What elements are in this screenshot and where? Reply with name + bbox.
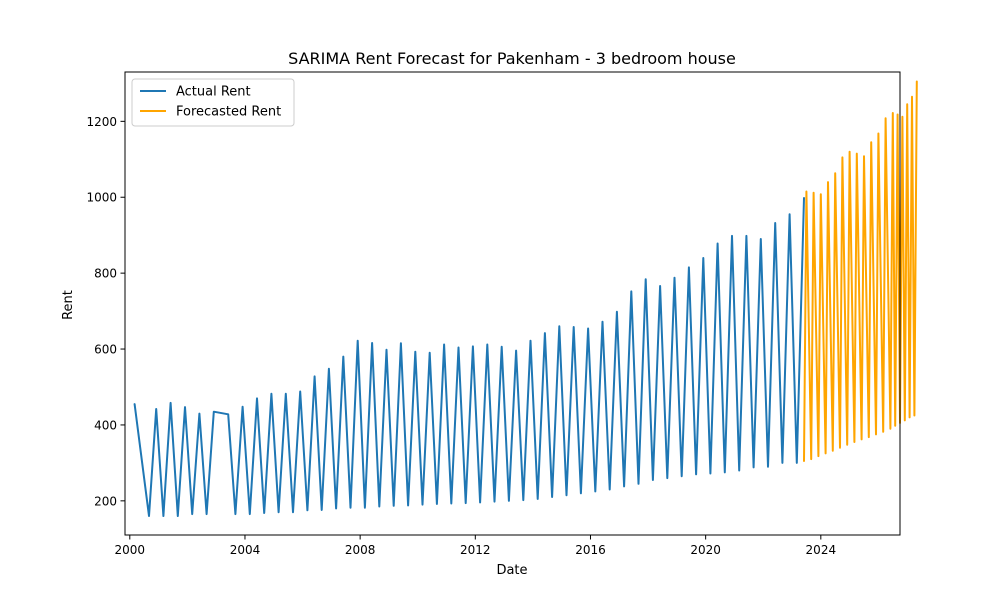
y-axis-label: Rent xyxy=(61,290,76,320)
series-line-actual-rent xyxy=(133,197,805,517)
y-tick-label: 800 xyxy=(94,267,117,281)
y-tick-label: 1000 xyxy=(86,191,117,205)
x-tick-label: 2024 xyxy=(806,543,837,557)
y-tick-label: 1200 xyxy=(86,115,117,129)
x-tick-label: 2000 xyxy=(115,543,146,557)
plot-frame xyxy=(124,71,901,536)
x-tick-label: 2008 xyxy=(345,543,376,557)
legend-label: Forecasted Rent xyxy=(176,105,281,120)
x-tick-label: 2016 xyxy=(575,543,606,557)
plot-series xyxy=(133,80,918,517)
x-tick-label: 2012 xyxy=(460,543,491,557)
legend-label: Actual Rent xyxy=(176,85,251,100)
y-tick-label: 200 xyxy=(94,494,117,508)
x-tick-label: 2020 xyxy=(690,543,721,557)
y-axis-ticks: 200 400 600 800 1000 1200 xyxy=(86,115,125,508)
chart-title: SARIMA Rent Forecast for Pakenham - 3 be… xyxy=(288,49,736,68)
series-line-forecasted-rent xyxy=(803,80,918,462)
legend-box xyxy=(131,78,295,127)
legend: Actual Rent Forecasted Rent xyxy=(131,78,295,127)
x-axis-ticks: 2000 2004 2008 2012 2016 2020 2024 xyxy=(115,535,837,557)
x-tick-label: 2004 xyxy=(230,543,261,557)
x-axis-label: Date xyxy=(496,563,527,578)
y-tick-label: 600 xyxy=(94,343,117,357)
y-tick-label: 400 xyxy=(94,418,117,432)
